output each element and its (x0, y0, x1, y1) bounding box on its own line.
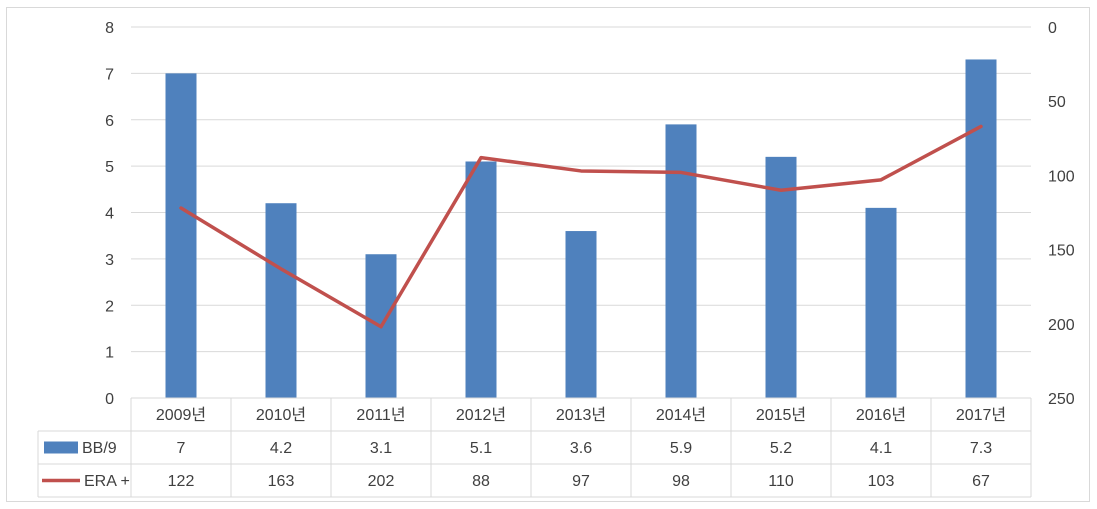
bar-bb9 (865, 207, 897, 398)
y-left-tick-label: 6 (105, 113, 114, 130)
y-right-tick-label: 200 (1048, 317, 1075, 334)
table-cell-era: 202 (368, 473, 395, 490)
y-left-tick-label: 1 (105, 345, 114, 362)
legend-key-bb9 (44, 441, 78, 454)
y-right-tick-label: 250 (1048, 391, 1075, 408)
y-right-tick-label: 0 (1048, 20, 1057, 37)
x-category-label: 2017년 (956, 406, 1006, 424)
x-category-label: 2011년 (356, 406, 405, 424)
table-cell-bb9: 3.6 (570, 440, 592, 457)
table-cell-bb9: 5.1 (470, 440, 492, 457)
x-category-label: 2012년 (456, 406, 506, 424)
bar-bb9 (765, 156, 797, 398)
table-cell-era: 110 (768, 473, 794, 490)
table-cell-era: 122 (168, 473, 195, 490)
y-left-tick-label: 0 (105, 391, 114, 408)
table-cell-era: 163 (268, 473, 295, 490)
bar-bb9 (465, 161, 497, 398)
table-cell-bb9: 7.3 (970, 440, 992, 457)
bar-bb9 (565, 231, 597, 398)
table-cell-bb9: 4.1 (870, 440, 892, 457)
y-left-tick-label: 2 (105, 298, 114, 315)
x-category-label: 2009년 (156, 406, 206, 424)
bar-bb9 (265, 203, 297, 398)
y-right-tick-label: 50 (1048, 94, 1066, 111)
table-cell-bb9: 3.1 (370, 440, 392, 457)
y-left-tick-label: 4 (105, 206, 114, 223)
x-category-label: 2014년 (656, 406, 706, 424)
x-category-label: 2016년 (856, 406, 906, 424)
x-category-label: 2015년 (756, 406, 806, 424)
y-left-tick-label: 5 (105, 159, 114, 176)
table-cell-era: 98 (672, 473, 690, 490)
x-category-label: 2013년 (556, 406, 606, 424)
y-left-tick-label: 3 (105, 252, 114, 269)
table-cell-era: 103 (868, 473, 895, 490)
bar-bb9 (165, 73, 197, 398)
y-left-tick-label: 7 (105, 66, 114, 83)
x-category-label: 2010년 (256, 406, 306, 424)
table-cell-bb9: 5.2 (770, 440, 792, 457)
table-cell-era: 88 (472, 473, 490, 490)
y-right-tick-label: 100 (1048, 168, 1075, 185)
series-label-bb9: BB/9 (82, 440, 117, 457)
y-left-tick-label: 8 (105, 20, 114, 37)
y-right-tick-label: 150 (1048, 243, 1075, 260)
bar-bb9 (965, 59, 997, 399)
bar-bb9 (665, 124, 697, 398)
table-cell-era: 67 (972, 473, 990, 490)
table-cell-era: 97 (572, 473, 590, 490)
table-cell-bb9: 7 (177, 440, 186, 457)
table-cell-bb9: 5.9 (670, 440, 692, 457)
table-cell-bb9: 4.2 (270, 440, 292, 457)
series-label-era: ERA + (84, 473, 130, 490)
